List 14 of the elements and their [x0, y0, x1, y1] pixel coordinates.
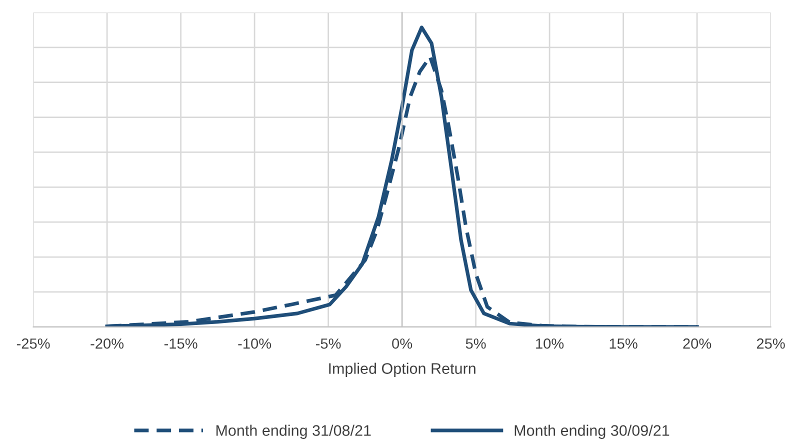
x-tick-label: 10% [536, 338, 564, 349]
x-tick-label: -5% [316, 338, 341, 349]
legend-label: Month ending 31/08/21 [216, 424, 371, 439]
x-tick-label: 25% [756, 338, 785, 349]
x-tick-label: -15% [164, 338, 198, 349]
x-tick-label: -20% [90, 338, 124, 349]
x-tick-label: -10% [238, 338, 272, 349]
x-tick-label: 0% [392, 338, 412, 349]
x-tick-label: 15% [610, 338, 638, 349]
x-tick-label: 5% [466, 338, 486, 349]
legend-label: Month ending 30/09/21 [514, 424, 670, 439]
x-tick-label: 20% [683, 338, 712, 349]
x-axis-title: Implied Option Return [329, 362, 476, 377]
x-tick-label: -25% [16, 338, 50, 349]
